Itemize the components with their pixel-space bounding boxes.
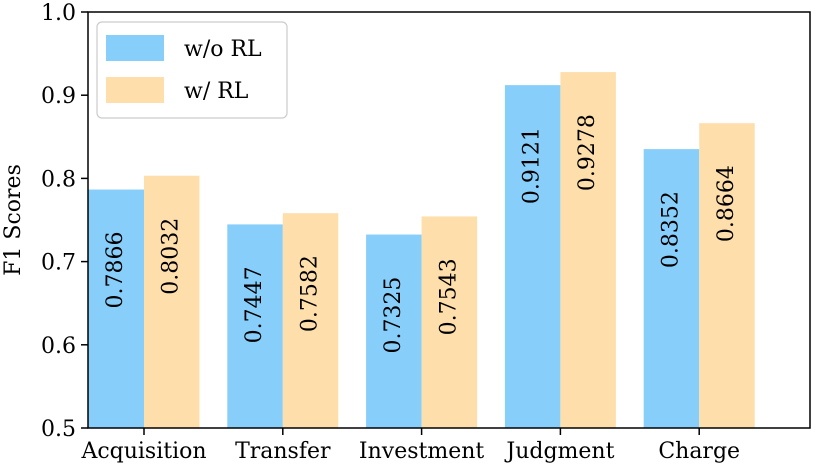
- x-axis-ticks: Acquisition Transfer Investment Judgment Cha…: [80, 428, 740, 464]
- bar-with-rl-transfer: [282, 213, 339, 428]
- bar-with-rl-judgment: [560, 72, 616, 428]
- legend-swatch: [106, 77, 164, 103]
- y-tick-label: 1.0: [41, 1, 76, 26]
- legend: w/o RL w/ RL: [96, 21, 288, 119]
- bar-value-label: 0.8032: [159, 218, 184, 295]
- legend-entry-label: w/o RL: [184, 37, 262, 62]
- bar-value-label: 0.9121: [520, 127, 545, 204]
- bar-value-label: 0.8352: [658, 191, 683, 268]
- bars-group: [88, 72, 755, 429]
- legend-entry-label: w/ RL: [184, 79, 249, 104]
- bar-with-rl-investment: [421, 216, 478, 428]
- bar-value-label: 0.8664: [714, 165, 739, 242]
- bar-without-rl-acquisition: [88, 189, 144, 428]
- legend-swatch: [106, 35, 164, 61]
- x-tick-label: Judgment: [504, 439, 614, 464]
- y-tick-label: 0.8: [41, 167, 76, 192]
- x-tick-label: Charge: [658, 439, 740, 464]
- x-tick-label: Acquisition: [80, 439, 206, 464]
- bar-value-label: 0.7543: [436, 258, 461, 335]
- y-tick-label: 0.7: [41, 251, 76, 276]
- bar-value-label: 0.7866: [103, 232, 128, 309]
- bar-value-label: 0.7447: [242, 266, 267, 343]
- y-tick-label: 0.9: [41, 84, 76, 109]
- bar-labels-group: 0.7866 0.8032 0.7447 0.7582 0.7325 0.7543 0.91…: [103, 114, 739, 353]
- y-axis-label: F1 Scores: [1, 164, 26, 276]
- bar-without-rl-judgment: [504, 85, 561, 428]
- x-tick-label: Transfer: [235, 439, 331, 464]
- bar-value-label: 0.7582: [298, 255, 323, 332]
- bar-without-rl-charge: [643, 149, 700, 429]
- bar-with-rl-charge: [699, 123, 755, 428]
- x-tick-label: Investment: [359, 439, 484, 464]
- plot-frame: [87, 11, 811, 429]
- bar-value-label: 0.7325: [381, 277, 406, 354]
- bar-without-rl-investment: [366, 234, 422, 428]
- y-tick-label: 0.5: [41, 417, 76, 442]
- bar-with-rl-acquisition: [144, 175, 200, 428]
- bar-without-rl-transfer: [227, 224, 283, 428]
- y-axis-ticks: 0.5 0.6 0.7 0.8 0.9 1.0: [41, 1, 88, 442]
- bar-value-label: 0.9278: [575, 114, 600, 191]
- y-tick-label: 0.6: [41, 334, 76, 359]
